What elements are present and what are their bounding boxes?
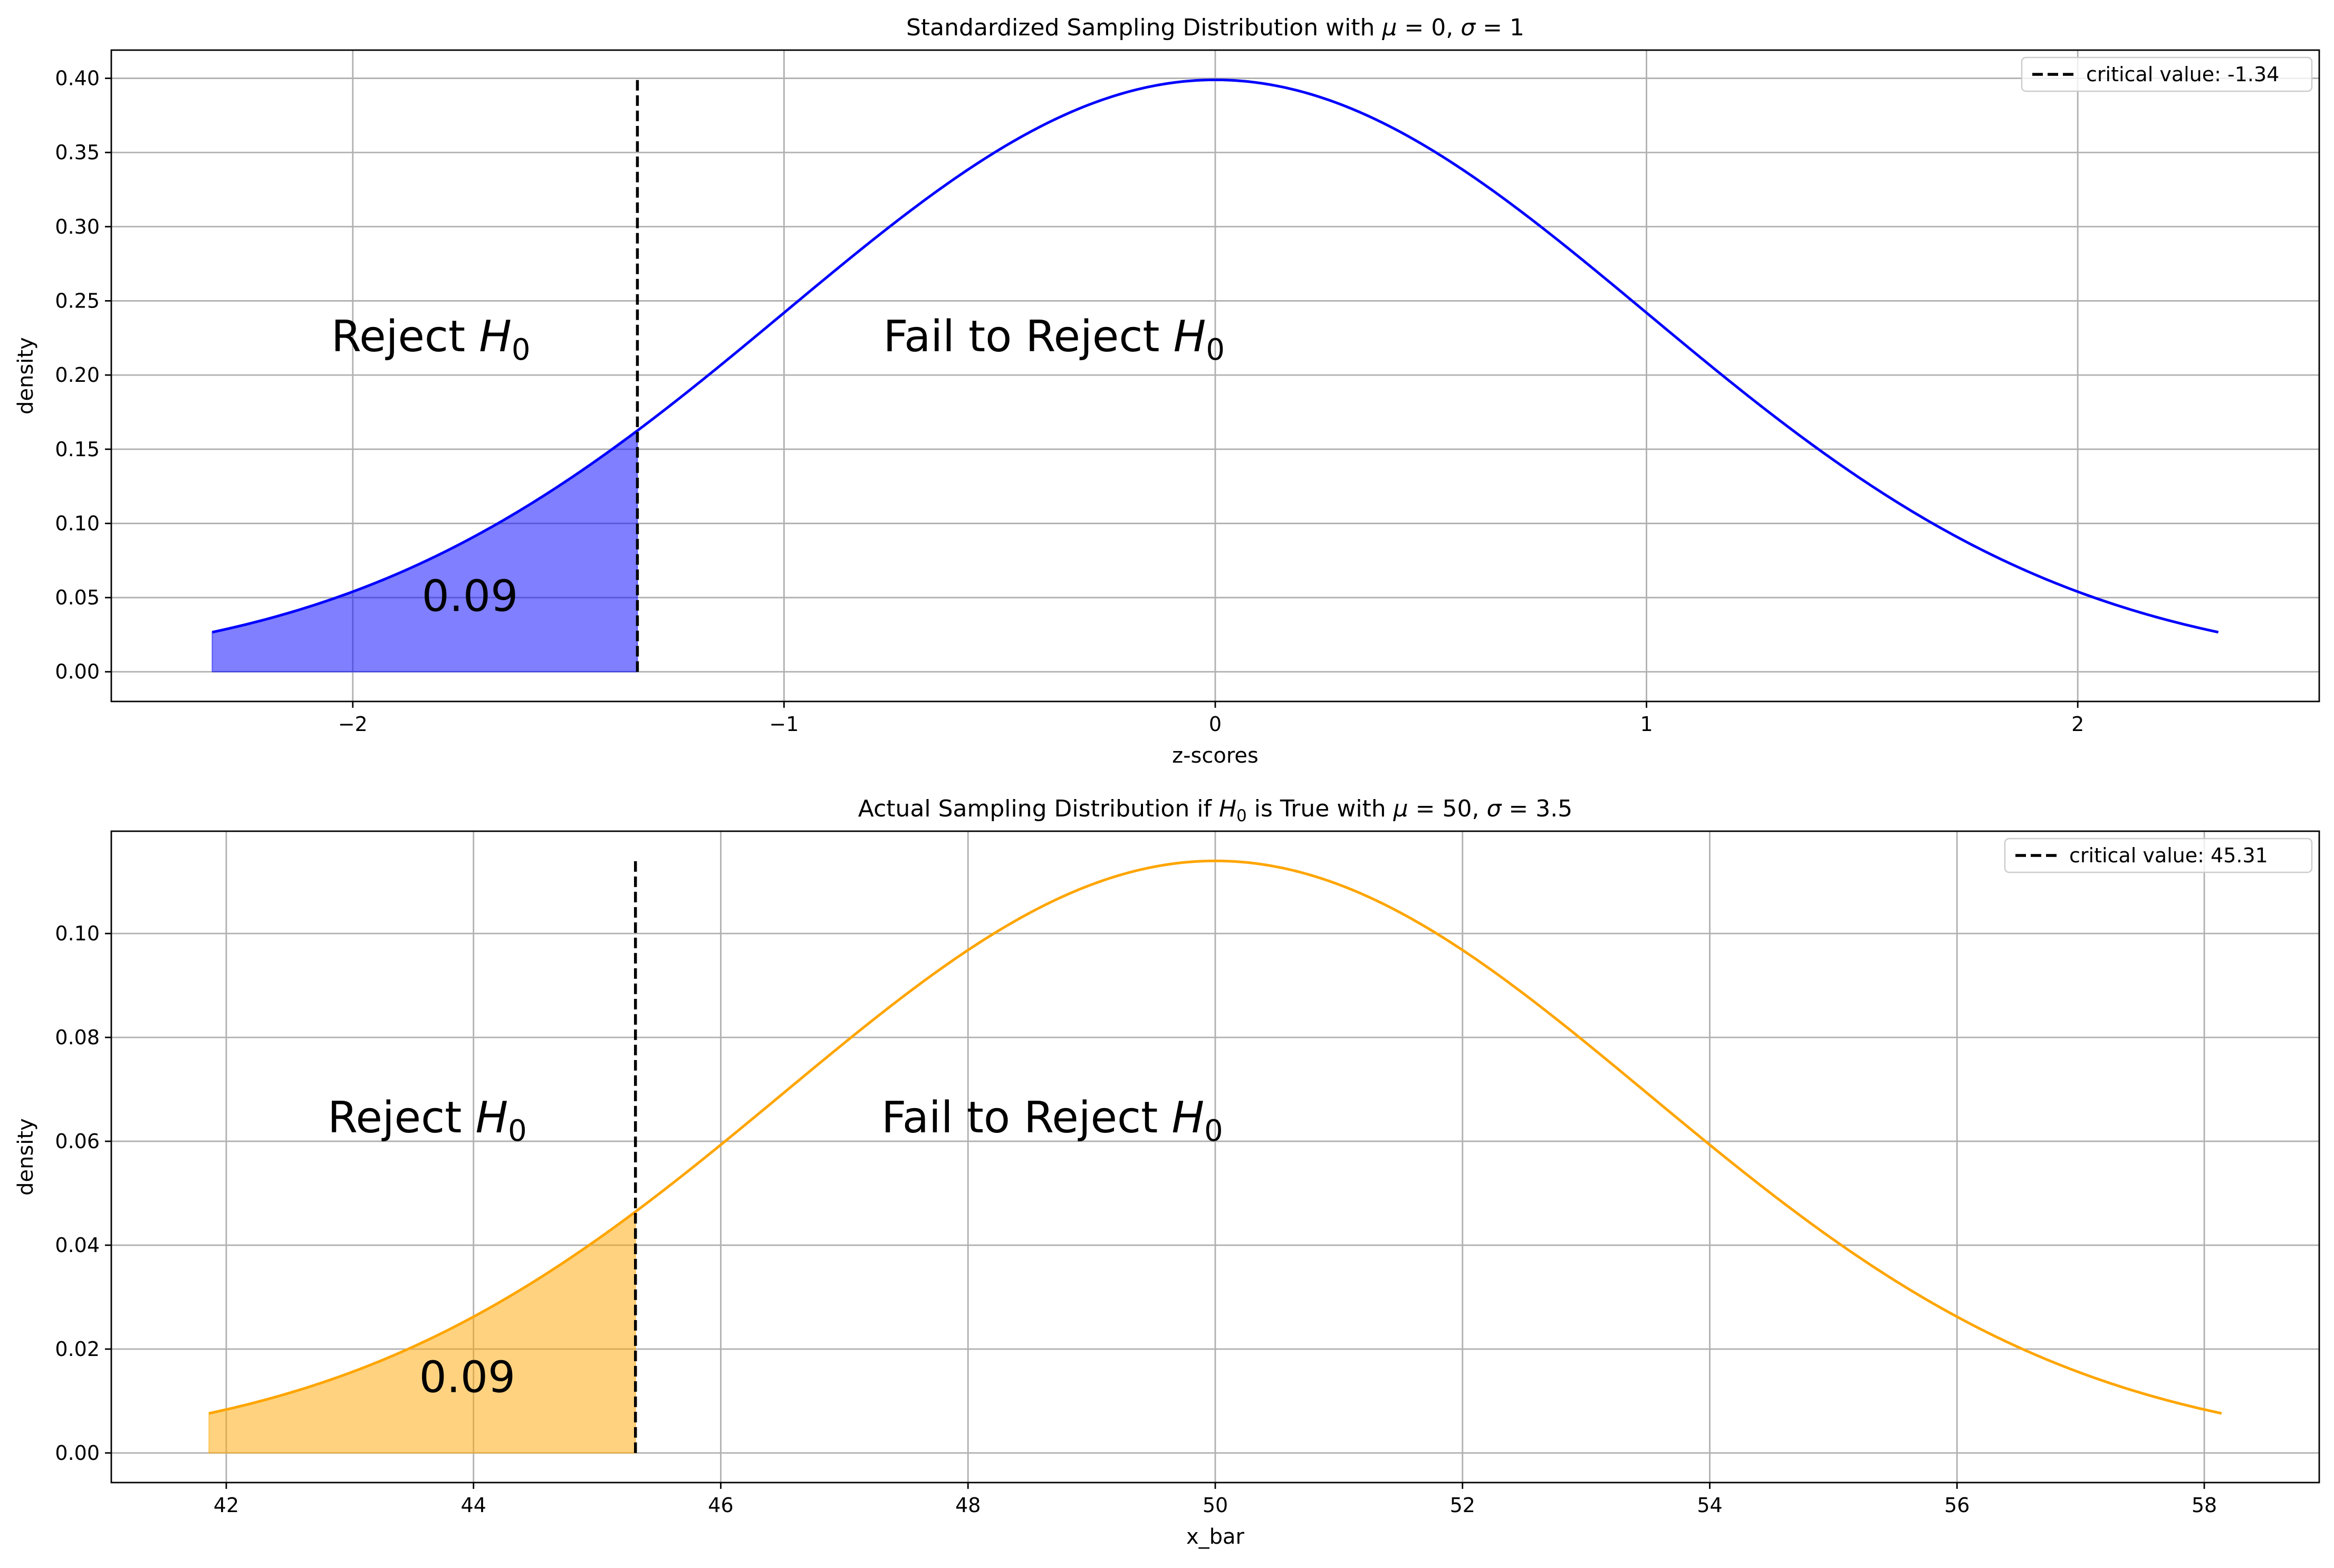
y-tick-label: 0.10 — [55, 512, 100, 535]
reject-label: Reject H0 — [331, 312, 531, 367]
chart-title: Actual Sampling Distribution if H0 is Tr… — [858, 795, 1572, 825]
title-subscript: 0 — [1236, 806, 1247, 825]
region-label-text: Reject — [328, 1093, 475, 1143]
y-tick-label: 0.06 — [55, 1130, 100, 1153]
x-tick-label: 58 — [2192, 1494, 2217, 1517]
x-tick-label: 54 — [1697, 1494, 1722, 1517]
rejection-region-fill — [208, 1210, 636, 1454]
title-text: = 3.5 — [1501, 795, 1572, 822]
reject-label: Reject H0 — [328, 1093, 527, 1148]
x-tick-label: −1 — [769, 713, 799, 736]
y-tick-label: 0.10 — [55, 922, 100, 945]
x-tick-label: 50 — [1203, 1494, 1228, 1517]
legend: critical value: 45.31 — [2004, 838, 2313, 873]
title-text: is True with — [1247, 795, 1394, 822]
region-label-symbol: H — [1171, 1093, 1204, 1143]
y-tick-label: 0.15 — [55, 438, 100, 461]
y-tick-label: 0.04 — [55, 1234, 100, 1257]
x-tick-label: 52 — [1450, 1494, 1475, 1517]
x-tick-label: 1 — [1640, 713, 1653, 736]
region-label-subscript: 0 — [508, 1114, 527, 1148]
region-label-text: Fail to Reject — [881, 1093, 1171, 1143]
y-tick-label: 0.05 — [55, 586, 100, 609]
title-symbol: μ — [1381, 14, 1397, 41]
y-tick-label: 0.20 — [55, 363, 100, 387]
x-tick-label: 56 — [1944, 1494, 1970, 1517]
title-symbol: σ — [1461, 14, 1476, 41]
title-symbol: μ — [1393, 795, 1408, 822]
region-label-symbol: H — [1174, 312, 1206, 362]
chart-1: −2 −1 0 1 2 0.00 0.05 0.10 0.15 0.20 0.25 0.30 0.35 0… — [14, 14, 2320, 768]
legend-box — [2021, 56, 2313, 92]
chart-title: Standardized Sampling Distribution with … — [906, 14, 1524, 41]
x-tick-label: 48 — [955, 1494, 981, 1517]
y-axis-label: density — [14, 1118, 38, 1196]
rejection-region-fill — [212, 429, 638, 672]
y-tick-label: 0.08 — [55, 1026, 100, 1049]
region-label-subscript: 0 — [1204, 1114, 1223, 1148]
y-tick-label: 0.30 — [55, 215, 100, 238]
legend-box — [2004, 838, 2313, 873]
title-symbol: H — [1219, 795, 1236, 822]
x-tick-label: 42 — [214, 1494, 239, 1517]
y-tick-label: 0.00 — [55, 1441, 100, 1465]
region-label-text: Reject — [331, 312, 479, 362]
region-label-symbol: H — [475, 1093, 508, 1143]
y-axis-label: density — [14, 337, 38, 415]
title-symbol: σ — [1486, 795, 1502, 822]
x-tick-label: 44 — [461, 1494, 486, 1517]
title-text: = 50, — [1408, 795, 1487, 822]
density-curve — [208, 859, 2222, 1415]
y-tick-label: 0.35 — [55, 141, 100, 164]
title-text: Standardized Sampling Distribution with — [906, 14, 1382, 41]
legend: critical value: -1.34 — [2021, 56, 2313, 92]
title-text: Actual Sampling Distribution if — [858, 795, 1219, 822]
legend-label: critical value: 45.31 — [2069, 844, 2268, 867]
x-axis-label: x_bar — [1186, 1525, 1245, 1549]
x-tick-label: 0 — [1209, 713, 1222, 736]
title-text: = 1 — [1475, 14, 1524, 41]
x-tick-label: 46 — [708, 1494, 733, 1517]
legend-label: critical value: -1.34 — [2086, 63, 2279, 86]
region-label-text: Fail to Reject — [883, 312, 1173, 362]
y-tick-label: 0.40 — [55, 66, 100, 90]
region-label-symbol: H — [479, 312, 512, 362]
x-tick-label: −2 — [338, 713, 368, 736]
x-axis-label: z-scores — [1172, 744, 1259, 768]
fail-label: Fail to Reject H0 — [883, 312, 1225, 367]
fail-label: Fail to Reject H0 — [881, 1093, 1223, 1148]
probability-label: 0.09 — [419, 1353, 516, 1403]
title-text: = 0, — [1397, 14, 1461, 41]
y-tick-label: 0.00 — [55, 660, 100, 684]
region-label-subscript: 0 — [512, 333, 531, 367]
y-tick-label: 0.25 — [55, 289, 100, 312]
density-curve — [212, 78, 2219, 634]
y-tick-label: 0.02 — [55, 1338, 100, 1361]
region-label-subscript: 0 — [1206, 333, 1225, 367]
x-tick-label: 2 — [2071, 713, 2084, 736]
probability-label: 0.09 — [422, 571, 518, 621]
chart-2: 42 44 46 48 50 52 54 56 58 0.00 0.02 0.04 0.06 0.08 0.… — [14, 795, 2320, 1549]
